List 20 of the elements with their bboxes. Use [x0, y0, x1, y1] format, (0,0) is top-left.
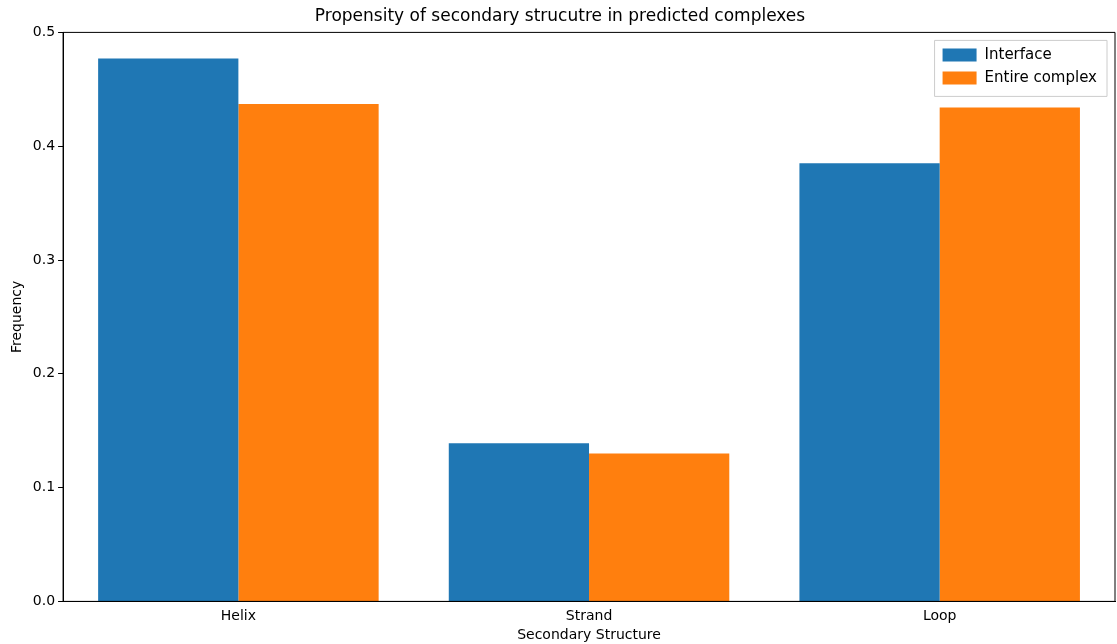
y-tick-label: 0.3 [32, 250, 56, 267]
y-tick-label: 0.4 [32, 136, 56, 153]
y-axis-title: Frequency [8, 280, 25, 354]
y-tick-label: 0.1 [32, 478, 56, 495]
bar [589, 453, 730, 601]
legend-label: Entire complex [984, 68, 1098, 87]
x-axis-title: Secondary Structure [517, 626, 661, 643]
bar [939, 107, 1080, 601]
x-tick-label: Strand [565, 607, 613, 624]
x-tick-label: Helix [220, 607, 256, 624]
chart-title: Propensity of secondary strucutre in predicted complexes [314, 4, 806, 25]
y-tick-label: 0.2 [32, 364, 56, 381]
bar [448, 443, 590, 601]
bar [799, 163, 940, 601]
y-tick-label: 0.5 [32, 23, 56, 40]
legend-label: Interface [984, 45, 1052, 64]
bar [98, 58, 239, 601]
y-tick-label: 0.0 [32, 592, 56, 609]
x-tick-label: Loop [922, 607, 957, 624]
bar [238, 104, 379, 601]
